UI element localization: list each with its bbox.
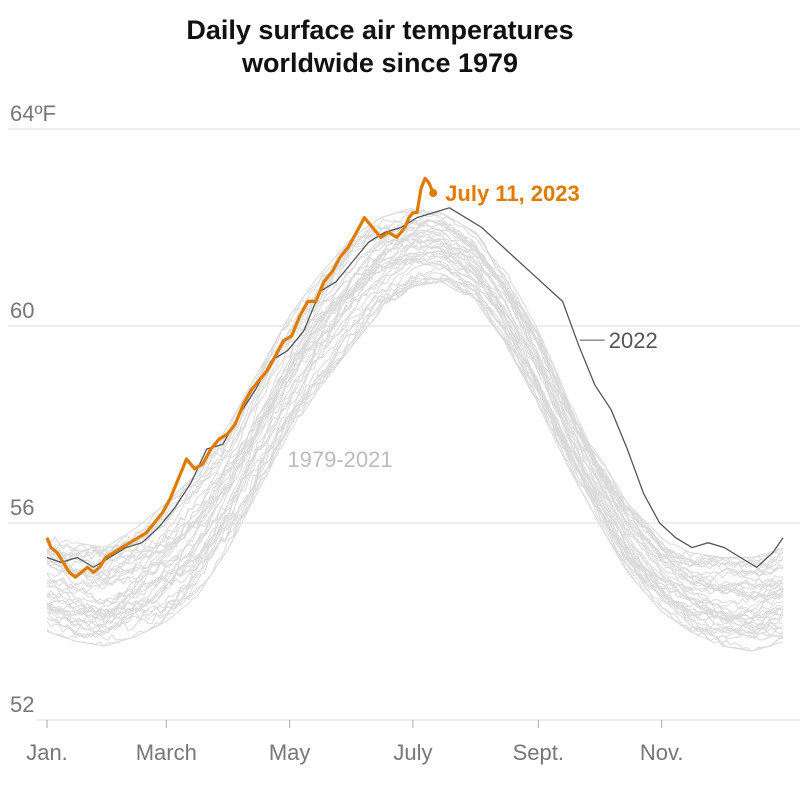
historical-year-line <box>46 219 784 579</box>
historical-year-line <box>46 213 784 597</box>
series-2023-end-point <box>429 189 438 198</box>
x-tick-label: Sept. <box>513 740 564 765</box>
chart-title-line-1: Daily surface air temperatures <box>186 15 574 45</box>
x-tick-label: May <box>269 740 311 765</box>
historical-year-line <box>46 219 784 558</box>
historical-year-line <box>46 252 784 602</box>
series-line-2023 <box>45 176 435 579</box>
historical-year-line <box>46 277 784 641</box>
y-tick-label: 64ºF <box>10 101 56 126</box>
historical-year-line <box>46 208 784 563</box>
historical-year-line <box>46 249 784 601</box>
grid-lines <box>8 128 800 524</box>
x-tick-label: Nov. <box>640 740 684 765</box>
historical-year-line <box>46 272 784 652</box>
historical-year-line <box>46 279 784 633</box>
historical-year-line <box>46 220 784 566</box>
chart-title: Daily surface air temperatures worldwide… <box>0 14 760 80</box>
y-tick-label: 52 <box>10 692 34 717</box>
historical-year-line <box>46 218 784 590</box>
highlight-series <box>45 176 784 579</box>
x-tick-label: July <box>393 740 432 765</box>
historical-year-line <box>46 252 784 636</box>
historical-year-line <box>46 211 784 577</box>
series-labels: July 11, 2023 2022 1979-2021 <box>287 181 657 472</box>
label-2022: 2022 <box>609 328 658 353</box>
historical-year-line <box>46 276 784 638</box>
historical-year-line <box>46 267 784 652</box>
historical-year-line <box>46 208 784 569</box>
historical-year-line <box>46 278 784 628</box>
x-axis: Jan. March May July Sept. Nov. <box>26 719 800 765</box>
label-1979-2021: 1979-2021 <box>287 447 392 472</box>
historical-year-line <box>46 222 784 566</box>
x-tick-label: March <box>136 740 197 765</box>
x-tick-label: Jan. <box>26 740 68 765</box>
historical-year-line <box>46 238 784 594</box>
series-line-2022 <box>46 207 784 569</box>
historical-year-line <box>46 274 784 626</box>
chart-title-line-2: worldwide since 1979 <box>241 48 519 78</box>
historical-year-line <box>46 250 784 624</box>
y-tick-label: 60 <box>10 298 34 323</box>
y-axis-tick-labels: 64ºF 60 56 52 <box>10 101 56 717</box>
historical-lines-1979-2021 <box>46 208 784 652</box>
historical-year-line <box>46 232 784 591</box>
y-tick-label: 56 <box>10 495 34 520</box>
historical-year-line <box>46 238 784 590</box>
label-2023: July 11, 2023 <box>445 181 580 206</box>
